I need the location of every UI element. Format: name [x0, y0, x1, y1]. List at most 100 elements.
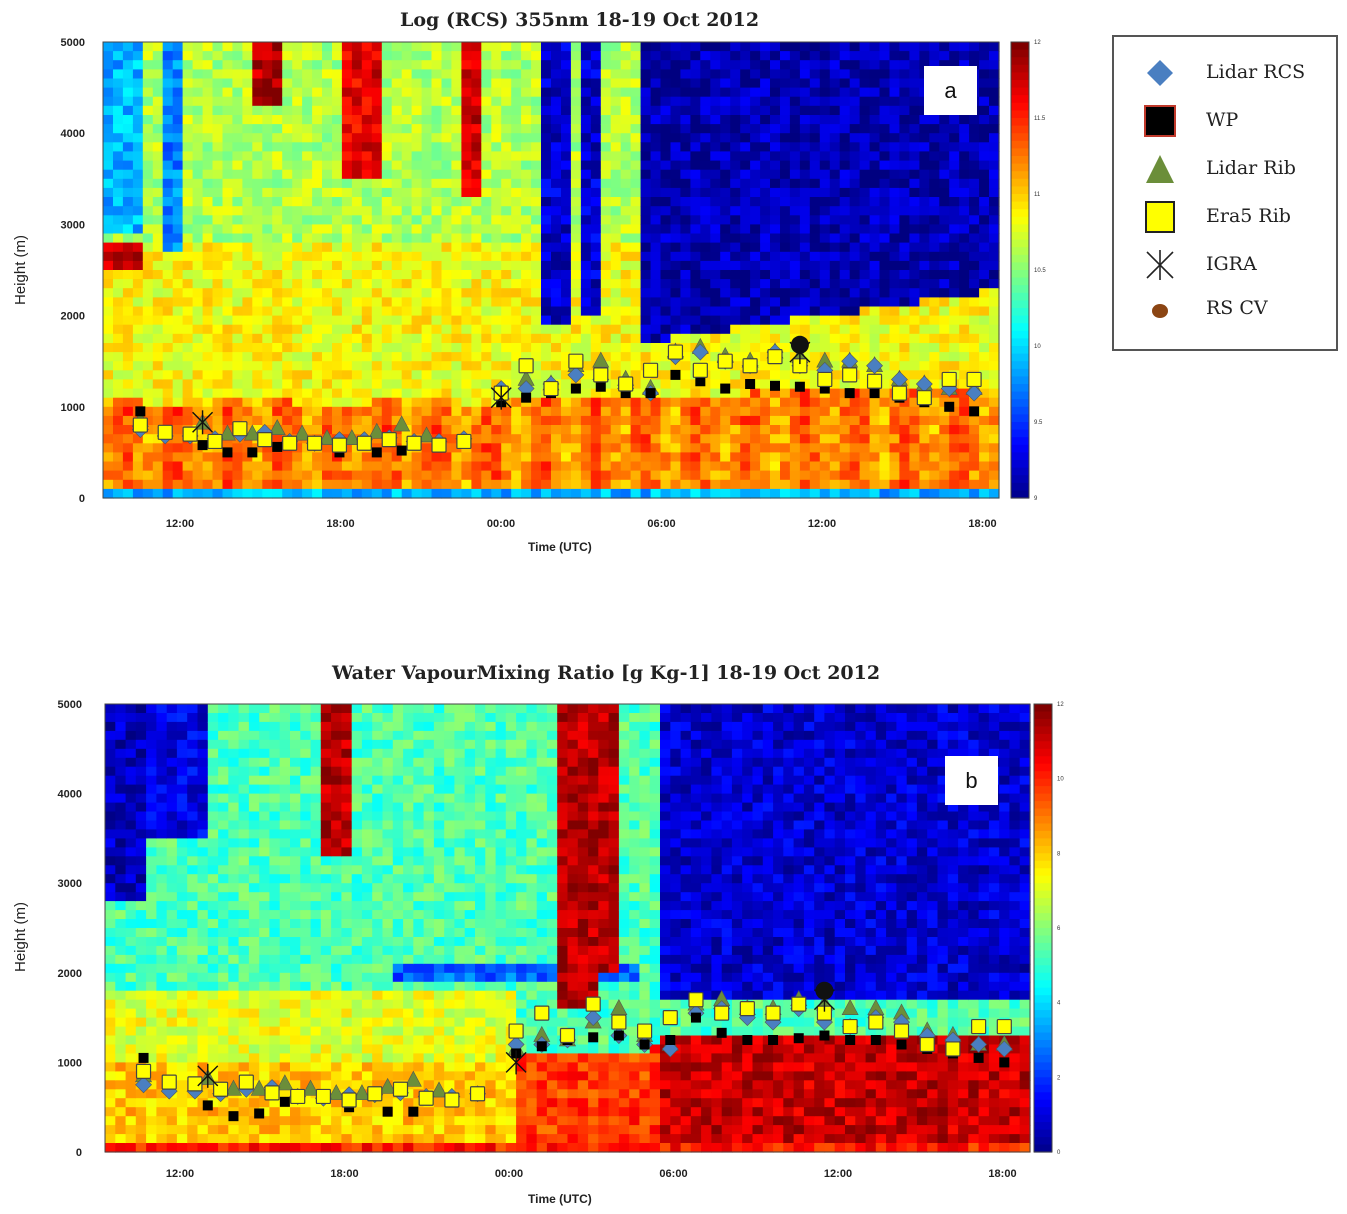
heatmap-cell: [142, 343, 154, 353]
heatmap-cell: [262, 415, 273, 426]
heatmap-cell: [361, 406, 373, 417]
heatmap-cell: [212, 379, 224, 390]
heatmap-cell: [212, 51, 224, 61]
heatmap-cell: [471, 105, 482, 116]
heatmap-cell: [115, 1116, 127, 1126]
heatmap-cell: [481, 78, 492, 89]
heatmap-cell: [341, 178, 353, 189]
heatmap-cell: [511, 388, 522, 399]
heatmap-cell: [351, 242, 363, 253]
heatmap-cell: [292, 306, 303, 317]
heatmap-cell: [272, 187, 283, 198]
heatmap-cell: [212, 270, 224, 280]
heatmap-cell: [132, 169, 144, 180]
heatmap-cell: [302, 415, 313, 426]
heatmap-cell: [222, 361, 234, 371]
heatmap-cell: [361, 260, 373, 271]
heatmap-cell: [115, 820, 127, 831]
heatmap-cell: [262, 297, 273, 308]
heatmap-cell: [182, 397, 194, 408]
heatmap-cell: [491, 279, 502, 289]
heatmap-cell: [491, 415, 502, 426]
heatmap-cell: [341, 187, 353, 198]
heatmap-cell: [302, 187, 313, 198]
heatmap-cell: [113, 169, 124, 180]
heatmap-cell: [146, 1134, 157, 1144]
heatmap-cell: [451, 415, 462, 426]
heatmap-cell: [142, 479, 154, 490]
heatmap-cell: [322, 479, 333, 490]
heatmap-cell: [182, 169, 194, 180]
heatmap-cell: [451, 406, 462, 417]
heatmap-cell: [212, 279, 224, 289]
heatmap-cell: [381, 60, 393, 70]
heatmap-cell: [125, 847, 137, 857]
heatmap-cell: [381, 115, 393, 125]
heatmap-cell: [232, 169, 243, 180]
heatmap-cell: [282, 415, 293, 426]
heatmap-cell: [222, 370, 234, 380]
heatmap-cell: [125, 721, 137, 732]
heatmap-cell: [146, 1035, 157, 1046]
heatmap-cell: [222, 42, 234, 52]
heatmap-cell: [113, 115, 124, 125]
heatmap-cell: [113, 242, 124, 253]
heatmap-cell: [182, 87, 194, 98]
heatmap-cell: [521, 343, 532, 353]
heatmap-cell: [471, 215, 482, 225]
heatmap-cell: [192, 197, 204, 207]
heatmap-cell: [361, 324, 373, 335]
heatmap-cell: [212, 324, 224, 335]
heatmap-cell: [401, 288, 413, 298]
heatmap-cell: [222, 215, 234, 225]
heatmap-cell: [521, 425, 532, 435]
heatmap-cell: [282, 96, 293, 107]
heatmap-cell: [282, 215, 293, 225]
heatmap-cell: [292, 187, 303, 198]
heatmap-cell: [182, 60, 194, 70]
heatmap-cell: [371, 488, 383, 499]
heatmap-cell: [192, 425, 204, 435]
heatmap-cell: [341, 51, 353, 61]
heatmap-cell: [341, 242, 353, 253]
heatmap-cell: [113, 415, 124, 426]
heatmap-cell: [501, 270, 512, 280]
heatmap-cell: [451, 343, 462, 353]
heatmap-cell: [481, 270, 492, 280]
heatmap-cell: [135, 856, 147, 866]
heatmap-cell: [105, 820, 116, 831]
heatmap-cell: [391, 60, 403, 70]
heatmap-cell: [421, 406, 433, 417]
heatmap-cell: [361, 233, 373, 244]
heatmap-cell: [491, 60, 502, 70]
heatmap-cell: [471, 406, 482, 417]
heatmap-cell: [501, 87, 512, 98]
heatmap-cell: [105, 775, 116, 786]
heatmap-cell: [531, 142, 542, 152]
heatmap-cell: [113, 443, 124, 453]
heatmap-cell: [105, 954, 116, 965]
heatmap-cell: [162, 270, 174, 280]
heatmap-cell: [146, 928, 157, 938]
heatmap-cell: [461, 187, 472, 198]
heatmap-cell: [461, 78, 472, 89]
heatmap-cell: [232, 388, 243, 399]
heatmap-cell: [272, 42, 283, 52]
heatmap-cell: [182, 388, 194, 399]
heatmap-cell: [501, 324, 512, 335]
heatmap-cell: [282, 279, 293, 289]
heatmap-cell: [292, 488, 303, 499]
heatmap-cell: [115, 739, 127, 750]
heatmap-cell: [172, 51, 184, 61]
heatmap-cell: [401, 42, 413, 52]
heatmap-cell: [381, 279, 393, 289]
heatmap-cell: [132, 187, 144, 198]
heatmap-cell: [511, 224, 522, 235]
heatmap-cell: [113, 60, 124, 70]
heatmap-cell: [212, 151, 224, 162]
heatmap-cell: [302, 470, 313, 481]
heatmap-cell: [272, 215, 283, 225]
heatmap-cell: [135, 928, 147, 938]
heatmap-cell: [511, 169, 522, 180]
heatmap-cell: [401, 124, 413, 134]
